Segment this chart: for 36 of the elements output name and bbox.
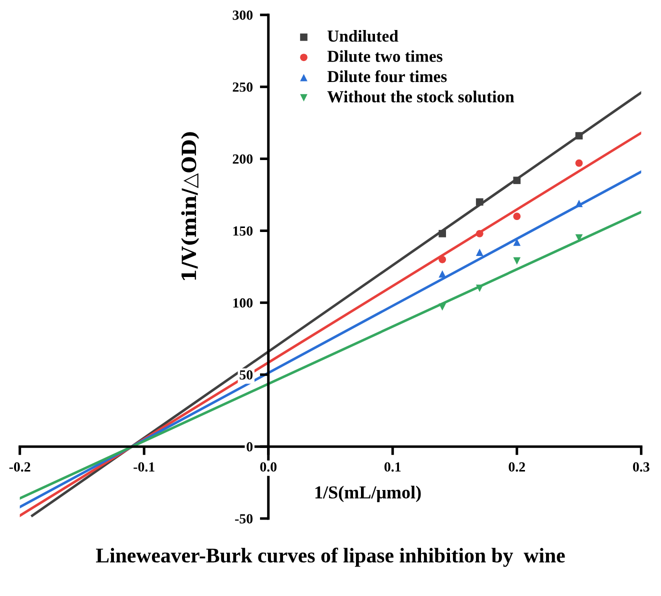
legend-label: Undiluted	[328, 30, 398, 42]
point	[438, 230, 446, 238]
point	[513, 176, 521, 184]
point	[575, 132, 583, 140]
y-tick-label: 300	[232, 10, 253, 20]
point	[476, 248, 484, 256]
x-tick-label: -0.2	[9, 462, 30, 472]
y-tick-label: 100	[233, 298, 253, 308]
y-axis-title: 1/V(min/△OD)	[181, 132, 200, 280]
point	[476, 284, 484, 292]
point	[575, 159, 583, 167]
point	[476, 230, 484, 238]
x-tick-label: 0.1	[384, 462, 401, 472]
legend-label: Dilute four times	[327, 70, 447, 82]
x-tick-label: 0.0	[260, 462, 277, 472]
text: Lineweaver-Burk curves of lipase inhibition by wine	[96, 548, 565, 567]
point	[438, 256, 446, 264]
x-tick-label: -0.1	[134, 462, 154, 472]
point	[476, 198, 484, 206]
legend-label: Dilute two times	[327, 50, 442, 62]
legend-label: Without the stock solution	[327, 90, 514, 102]
x-tick-label: 0.3	[633, 462, 650, 472]
point	[513, 257, 521, 265]
y-tick-label: 50	[240, 370, 253, 380]
y-tick-label: 150	[233, 226, 253, 236]
x-axis-title: 1/S(mL/μmol)	[315, 486, 421, 502]
y-tick-label: -50	[235, 514, 253, 524]
y-tick-label: 250	[232, 82, 253, 92]
point	[575, 200, 583, 208]
point	[513, 212, 521, 220]
x-tick-label: 0.2	[508, 462, 525, 472]
point	[438, 303, 446, 311]
point	[513, 238, 521, 246]
y-tick-label: 200	[232, 154, 253, 164]
y-tick-label: 0	[246, 442, 253, 452]
point	[438, 270, 446, 278]
